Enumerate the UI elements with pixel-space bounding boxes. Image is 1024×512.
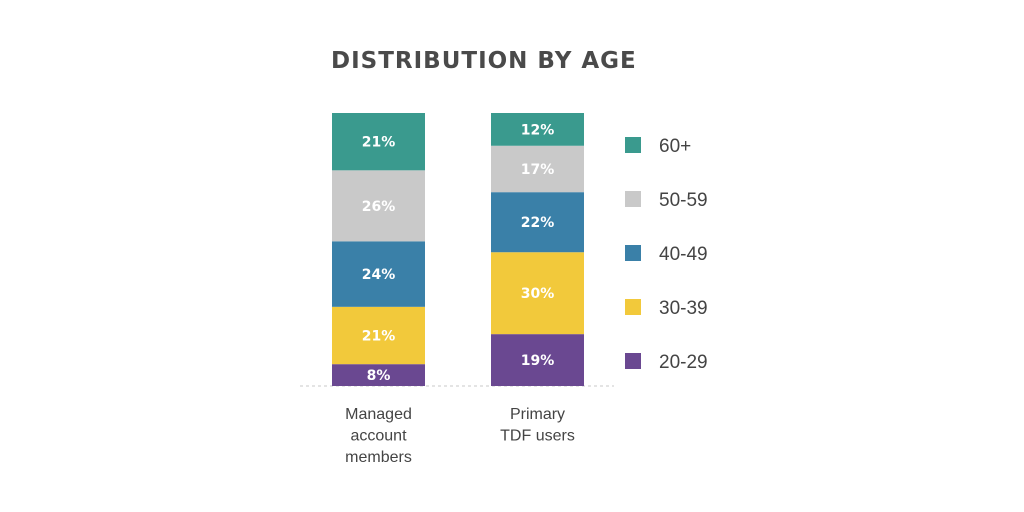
category-label: Managed account members xyxy=(345,406,412,466)
legend-label: 40-49 xyxy=(659,244,708,265)
data-label: 22% xyxy=(521,215,555,231)
data-label: 30% xyxy=(521,286,555,302)
bar-segment-1-50-59 xyxy=(332,170,425,242)
data-label: 21% xyxy=(362,135,396,151)
bar-segment-2-60plus xyxy=(491,113,584,146)
bar-segment-2-20-29 xyxy=(491,334,584,386)
bar-segment-1-30-39 xyxy=(332,306,425,365)
legend-swatch xyxy=(625,245,641,261)
bar-segment-1-40-49 xyxy=(332,241,425,307)
legend-label: 20-29 xyxy=(659,352,708,373)
legend-swatch xyxy=(625,353,641,369)
data-label: 19% xyxy=(521,353,555,369)
data-label: 26% xyxy=(362,199,396,215)
legend-swatch xyxy=(625,137,641,153)
bar-segment-2-50-59 xyxy=(491,145,584,193)
chart-title: DISTRIBUTION BY AGE xyxy=(331,48,637,74)
data-label: 24% xyxy=(362,267,396,283)
bar-segment-2-30-39 xyxy=(491,252,584,335)
bar-segment-1-20-29 xyxy=(332,364,425,386)
category-label: Primary TDF users xyxy=(500,406,575,445)
bars-group: 8% 21% 24% 26% 21% 19% 30% 22% 17% 12% xyxy=(332,113,584,386)
legend-swatch xyxy=(625,299,641,315)
legend-swatch xyxy=(625,191,641,207)
legend-label: 50-59 xyxy=(659,190,708,211)
data-label: 21% xyxy=(362,328,396,344)
legend-label: 30-39 xyxy=(659,298,708,319)
data-label: 12% xyxy=(521,122,555,138)
category-labels: Managed account members Primary TDF users xyxy=(345,406,575,466)
data-label: 8% xyxy=(367,368,391,384)
legend-label: 60+ xyxy=(659,136,691,157)
bar-segment-1-60plus xyxy=(332,113,425,171)
data-label: 17% xyxy=(521,162,555,178)
bar-segment-2-40-49 xyxy=(491,192,584,253)
legend: 60+ 50-59 40-49 30-39 20-29 xyxy=(625,136,708,373)
